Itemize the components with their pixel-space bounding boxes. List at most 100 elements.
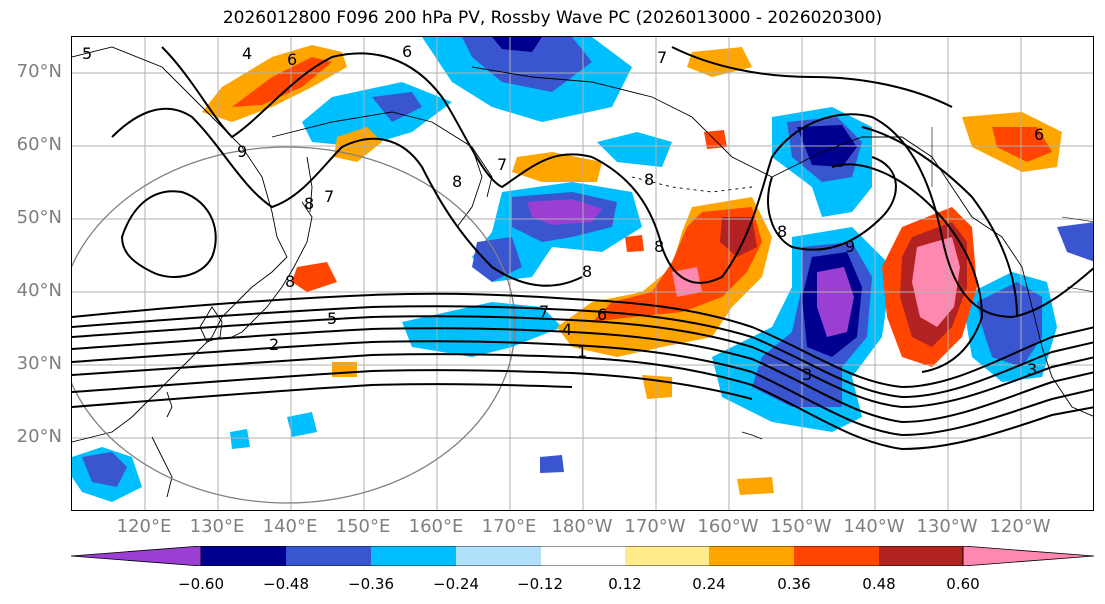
contour-jet-5: [72, 340, 1093, 437]
contour-jet-4: [72, 327, 1093, 424]
blob-pos-ne-corner-core: [992, 127, 1052, 162]
colorbar-tick: −0.24: [433, 575, 479, 593]
colorbar-tick: 0.60: [946, 575, 980, 593]
contour-label: 2: [269, 335, 279, 354]
contour-label: 8: [304, 194, 314, 213]
colorbar-tick: −0.12: [517, 575, 563, 593]
coast-japan: [231, 201, 313, 338]
contour-label: 9: [237, 142, 247, 161]
contour-label: 5: [82, 44, 92, 63]
contour-north-3: [591, 113, 1093, 319]
coast-asia-mainland: [72, 46, 288, 443]
contour-north-2: [111, 107, 583, 287]
contour-jet-3: [72, 315, 1093, 409]
lon-label-160e: 160°E: [408, 516, 464, 537]
contour-label: 8: [644, 170, 654, 189]
lat-label-30: 30°N: [16, 353, 62, 374]
coast-hawaii: [741, 431, 763, 440]
contour-label: 6: [597, 305, 607, 324]
colorbar-extend-high: [962, 546, 1094, 566]
contour-label: 3: [1027, 360, 1037, 379]
coast-okhotsk: [271, 111, 493, 198]
blob-pos-small-6: [737, 477, 774, 495]
blob-pos-japan: [292, 262, 337, 292]
coast-sakhalin: [306, 156, 313, 213]
map-panel: 4 6 6 7 5 9 8 7 8 7 8 8 8 8 9 7 6 4 1 3 …: [71, 36, 1094, 511]
contour-west-loop: [120, 190, 217, 278]
contour-alaska-3: [861, 126, 1018, 318]
reference-circle: [72, 146, 516, 504]
blob-neg-east-pacific-purple: [817, 267, 854, 337]
lat-label-60: 60°N: [16, 134, 62, 155]
blob-neg-small-2: [230, 429, 250, 449]
contour-label: 6: [1034, 125, 1044, 144]
contour-label: 7: [657, 48, 667, 67]
colorbar-swatch: [456, 546, 541, 566]
lon-label-130e: 130°E: [189, 516, 245, 537]
coast-philippines: [151, 436, 173, 498]
contour-north-1: [161, 46, 593, 189]
lon-label-170e: 170°E: [481, 516, 537, 537]
lon-label-160w: 160°W: [697, 516, 759, 537]
colorbar-swatch: [879, 546, 963, 566]
contour-label: 8: [654, 237, 664, 256]
contour-label: 1: [577, 342, 587, 361]
lon-label-140e: 140°E: [262, 516, 318, 537]
contour-jet-2: [72, 305, 1093, 399]
colorbar-swatch: [709, 546, 794, 566]
lat-label-70: 70°N: [16, 61, 62, 82]
coast-siberia-north: [471, 66, 713, 138]
lon-label-120w: 120°W: [989, 516, 1051, 537]
blob-pos-north-mid: [512, 152, 602, 182]
contour-label: 8: [285, 272, 295, 291]
blob-pos-nw-arc-core: [232, 57, 332, 107]
coast-borders: [931, 127, 1093, 292]
contour-label: 5: [327, 309, 337, 328]
lon-label-130w: 130°W: [916, 516, 978, 537]
blob-pos-central-pacific-core: [592, 207, 762, 322]
blob-neg-mid-north: [597, 132, 672, 167]
contour-label: 8: [452, 172, 462, 191]
lon-label-170w: 170°W: [624, 516, 686, 537]
blob-pos-small-7: [625, 235, 644, 252]
lon-label-150e: 150°E: [335, 516, 391, 537]
contour-label: 4: [562, 320, 572, 339]
lat-label-50: 50°N: [16, 207, 62, 228]
contour-north-4: [671, 46, 953, 108]
contour-jet-8: [72, 383, 573, 408]
coastlines: [72, 46, 1093, 498]
colorbar-swatch: [201, 546, 286, 566]
contour-label: 6: [287, 50, 297, 69]
colorbar-tick: −0.36: [348, 575, 394, 593]
pv-contours: [72, 46, 1093, 451]
chart-title: 2026012800 F096 200 hPa PV, Rossby Wave …: [222, 8, 883, 28]
colorbar-extend-low: [71, 546, 202, 566]
contour-label: 4: [242, 44, 252, 63]
contour-alaska-1: [767, 156, 897, 251]
contour-label: 7: [324, 187, 334, 206]
contour-label: 6: [402, 42, 412, 61]
blob-neg-small-3: [540, 455, 564, 473]
blob-neg-far-east: [1057, 222, 1093, 262]
lat-label-20: 20°N: [16, 426, 62, 447]
coast-taiwan: [166, 391, 173, 418]
coast-alaska: [711, 136, 1003, 238]
colorbar-tick: −0.60: [178, 575, 224, 593]
contour-label: 8: [777, 222, 787, 241]
colorbar-tick: 0.48: [862, 575, 896, 593]
contour-label: 7: [497, 155, 507, 174]
colorbar-tick: 0.12: [608, 575, 642, 593]
colorbar-swatch: [371, 546, 456, 566]
colorbar-swatch: [625, 546, 709, 566]
contour-label: 9: [845, 237, 855, 256]
colorbar-swatch: [794, 546, 879, 566]
blob-neg-nw-core: [372, 92, 422, 122]
coast-north-america: [1001, 236, 1093, 417]
colorbar-swatch: [541, 546, 625, 566]
blob-neg-sw-corner-core: [82, 452, 127, 487]
colorbar-tick: −0.48: [263, 575, 309, 593]
gridlines: [72, 37, 1093, 510]
lon-label-140w: 140°W: [843, 516, 905, 537]
colorbar-swatch: [286, 546, 371, 566]
colorbar-outline: [200, 546, 964, 566]
